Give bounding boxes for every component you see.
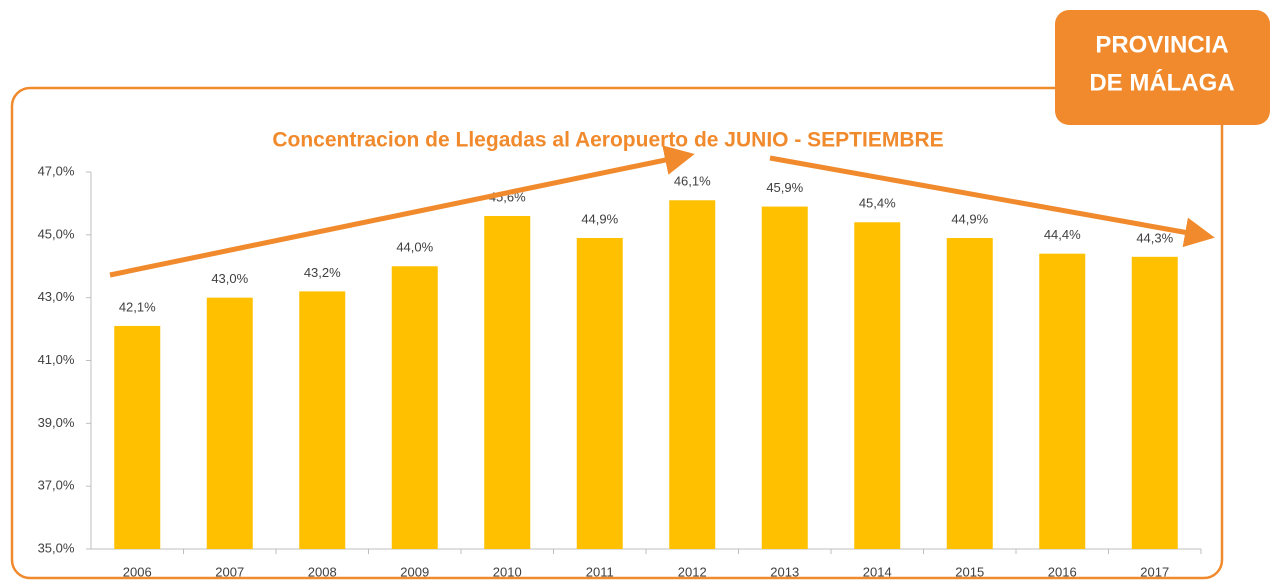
bar — [484, 215, 531, 549]
y-tick-label: 47,0% — [38, 163, 75, 178]
y-tick-label: 37,0% — [38, 478, 75, 493]
x-tick-label: 2017 — [1140, 564, 1169, 579]
x-tick-label: 2006 — [123, 564, 152, 579]
y-tick-label: 39,0% — [38, 415, 75, 430]
x-tick-label: 2015 — [955, 564, 984, 579]
value-label: 43,0% — [211, 271, 248, 286]
frame — [10, 86, 1224, 580]
value-label: 42,1% — [119, 299, 156, 314]
value-label: 44,9% — [951, 211, 988, 226]
badge — [1055, 10, 1270, 125]
value-label: 44,3% — [1136, 230, 1173, 245]
value-label: 43,2% — [304, 265, 341, 280]
x-tick-label: 2009 — [400, 564, 429, 579]
bar — [391, 266, 438, 549]
y-tick-label: 41,0% — [38, 352, 75, 367]
value-label: 46,1% — [674, 174, 711, 189]
value-label: 44,0% — [396, 240, 433, 255]
value-label: 45,9% — [766, 180, 803, 195]
x-tick-label: 2007 — [215, 564, 244, 579]
x-tick-label: 2013 — [770, 564, 799, 579]
bar — [206, 297, 253, 549]
trend-arrow — [109, 145, 695, 278]
bar — [114, 325, 161, 549]
x-tick-label: 2008 — [308, 564, 337, 579]
bar — [761, 206, 808, 549]
bar — [576, 237, 623, 549]
bar — [1039, 253, 1086, 549]
bar — [299, 291, 346, 549]
bar — [946, 237, 993, 549]
x-tick-label: 2012 — [678, 564, 707, 579]
trend-arrow — [769, 155, 1215, 248]
chart-title: Concentracion de Llegadas al Aeropuerto … — [272, 129, 943, 152]
value-label: 44,4% — [1044, 227, 1081, 242]
x-tick-label: 2010 — [493, 564, 522, 579]
x-tick-label: 2014 — [863, 564, 892, 579]
value-label: 45,4% — [859, 196, 896, 211]
value-label: 44,9% — [581, 211, 618, 226]
y-tick-label: 35,0% — [38, 540, 75, 555]
x-tick-label: 2011 — [586, 564, 614, 579]
x-tick-label: 2016 — [1048, 564, 1077, 579]
y-tick-label: 45,0% — [38, 226, 75, 241]
bar — [669, 200, 716, 549]
bar — [854, 222, 901, 549]
badge-line: DE MÁLAGA — [1089, 68, 1234, 96]
badge-line: PROVINCIA — [1095, 31, 1228, 58]
bar — [1131, 256, 1178, 549]
y-tick-label: 43,0% — [38, 289, 75, 304]
